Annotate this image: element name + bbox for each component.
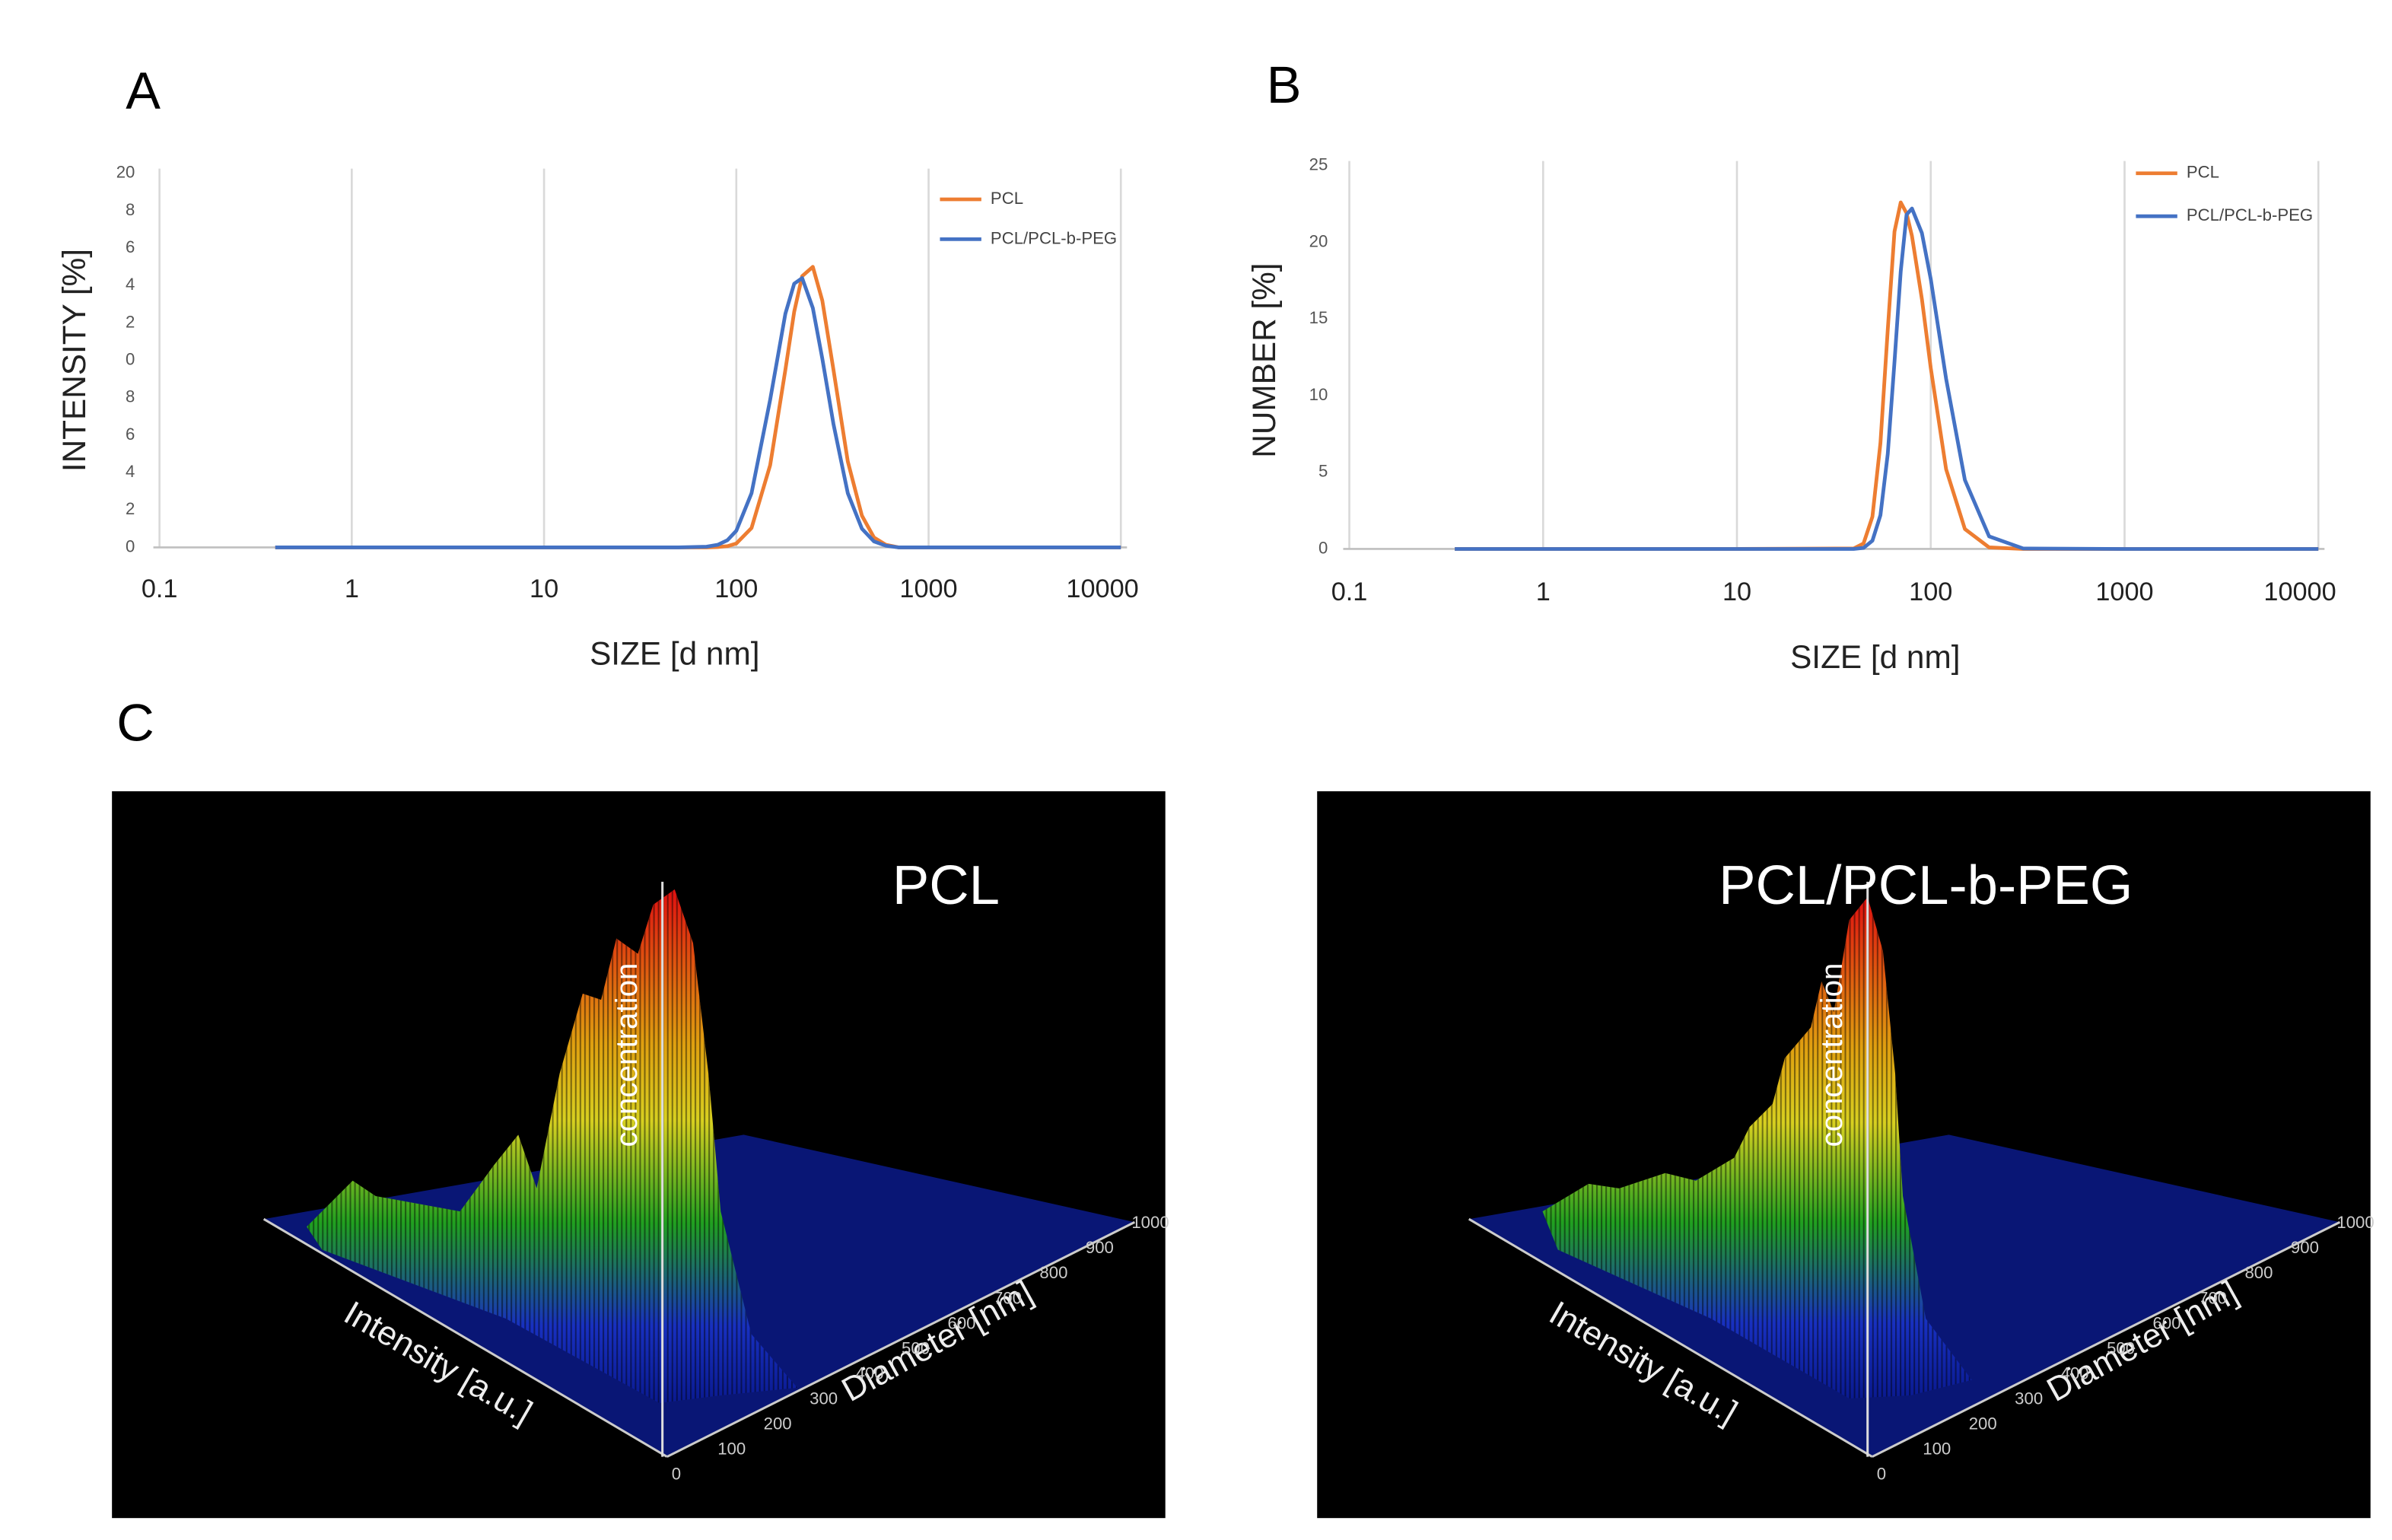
panel-label: B — [1267, 56, 1302, 114]
y-tick-label: 800 — [1039, 1263, 1067, 1282]
x-tick-label: 1 — [1536, 578, 1551, 606]
y-tick-label: 500 — [902, 1338, 930, 1357]
plot-title: PCL — [892, 854, 1000, 916]
y-axis-title: INTENSITY [%] — [56, 249, 92, 472]
x-tick-label: 0.1 — [142, 574, 178, 603]
surface-mesh — [307, 889, 798, 1404]
legend-label: PCL — [991, 189, 1023, 208]
z-axis-title: concentration — [1815, 963, 1849, 1147]
y-tick-label: 600 — [2153, 1313, 2181, 1332]
y-tick-label: 300 — [2015, 1389, 2043, 1408]
axis-line — [1872, 1220, 2341, 1458]
y-tick-label: 4 — [126, 275, 135, 294]
data-line — [275, 276, 1121, 549]
y-tick-label: 100 — [1923, 1440, 1951, 1459]
x-tick-label: 10000 — [1066, 574, 1138, 603]
x-tick-label: 0.1 — [1331, 578, 1368, 606]
x-tick-label: 100 — [714, 574, 758, 603]
y-tick-label: 200 — [1969, 1414, 1997, 1433]
y-tick-label: 700 — [2199, 1288, 2227, 1307]
y-tick-label: 20 — [1309, 231, 1328, 250]
y-tick-label: 800 — [2244, 1263, 2273, 1282]
y-tick-label: 0 — [126, 536, 135, 555]
y-tick-label: 15 — [1309, 308, 1328, 327]
y-tick-label: 0 — [126, 349, 135, 368]
y-tick-label: 5 — [1318, 462, 1328, 481]
y-tick-label: 20 — [116, 163, 135, 182]
x-axis-title: SIZE [d nm] — [1790, 639, 1960, 675]
y-tick-label: 8 — [126, 200, 135, 219]
y-tick-label: 10 — [1309, 385, 1328, 404]
y-tick-label: 600 — [948, 1313, 976, 1332]
y-tick-label: 25 — [1309, 155, 1328, 174]
data-line — [275, 265, 1121, 549]
y-tick-label: 100 — [717, 1440, 746, 1459]
y-tick-label: 2 — [126, 499, 135, 518]
z-axis-title: concentration — [609, 963, 644, 1147]
y-tick-label: 8 — [126, 387, 135, 406]
x-tick-label: 10 — [530, 574, 558, 603]
y-axis-title: NUMBER [%] — [1246, 262, 1282, 457]
plot-title: PCL/PCL-b-PEG — [1719, 854, 2133, 916]
y-tick-label: 200 — [764, 1414, 792, 1433]
y-tick-label: 900 — [2291, 1238, 2319, 1257]
x-tick-label: 1000 — [2095, 578, 2153, 606]
y-tick-label: 400 — [856, 1363, 884, 1382]
y-tick-label: 1000 — [2336, 1213, 2374, 1232]
axis-line — [1468, 1217, 1873, 1458]
y-tick-label: 6 — [126, 237, 135, 256]
y-tick-label: 0 — [1877, 1465, 1886, 1484]
panel-label: C — [116, 693, 154, 752]
y-tick-label: 400 — [2061, 1363, 2089, 1382]
y-tick-label: 0 — [1318, 538, 1328, 557]
x-tick-label: 1000 — [899, 574, 957, 603]
y-tick-label: 4 — [126, 462, 135, 481]
panel-label: A — [126, 62, 161, 120]
legend-label: PCL — [2187, 163, 2219, 182]
x-axis-title: SIZE [d nm] — [590, 636, 759, 672]
data-line — [1455, 200, 2319, 551]
legend-label: PCL/PCL-b-PEG — [991, 228, 1117, 247]
legend-label: PCL/PCL-b-PEG — [2187, 205, 2313, 224]
x-tick-label: 100 — [1909, 578, 1952, 606]
x-tick-label: 10 — [1722, 578, 1751, 606]
y-tick-label: 2 — [126, 312, 135, 331]
y-tick-label: 900 — [1086, 1238, 1114, 1257]
x-tick-label: 1 — [345, 574, 359, 603]
y-tick-label: 0 — [672, 1465, 681, 1484]
axis-line — [262, 1217, 668, 1458]
x-tick-label: 10000 — [2263, 578, 2336, 606]
data-line — [1455, 206, 2319, 551]
y-tick-label: 700 — [994, 1288, 1022, 1307]
y-tick-label: 6 — [126, 425, 135, 444]
y-tick-label: 500 — [2107, 1338, 2135, 1357]
y-tick-label: 300 — [810, 1389, 838, 1408]
surface-mesh — [1542, 896, 1972, 1398]
axis-line — [666, 1220, 1136, 1458]
y-tick-label: 1000 — [1131, 1213, 1169, 1232]
